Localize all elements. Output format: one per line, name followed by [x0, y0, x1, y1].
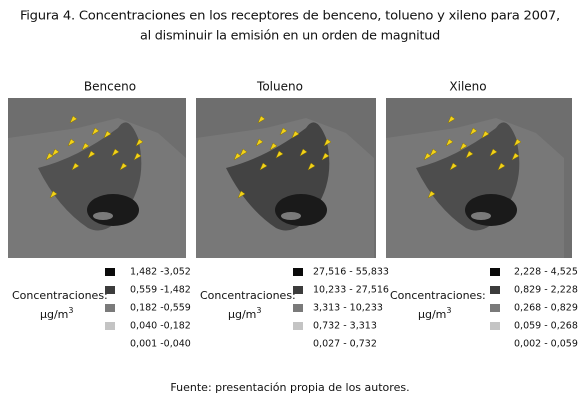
pin — [427, 190, 436, 199]
pin — [71, 162, 80, 171]
pin — [69, 115, 78, 124]
panel-title: Benceno — [84, 80, 136, 94]
pin — [133, 152, 142, 161]
panel-title: Xileno — [449, 80, 486, 94]
legend-swatch — [490, 286, 500, 294]
pin — [481, 130, 490, 139]
legend-swatch — [490, 304, 500, 312]
pin — [321, 152, 330, 161]
legend-range: 2,228 - 4,525 — [514, 267, 578, 278]
pin — [255, 138, 264, 147]
unit-exponent: 3 — [446, 306, 451, 315]
pin — [67, 138, 76, 147]
legend-range: 0,002 - 0,059 — [514, 339, 578, 350]
map — [196, 98, 376, 258]
lake-shine — [281, 212, 301, 220]
pin — [465, 150, 474, 159]
lake — [465, 194, 517, 226]
pin — [51, 148, 60, 157]
title-line: Figura 4. Concentraciones en los recepto… — [20, 8, 560, 23]
pin — [459, 142, 468, 151]
unit-exponent: 3 — [256, 306, 261, 315]
pin — [275, 150, 284, 159]
legend-swatch — [293, 268, 303, 276]
pin — [423, 152, 432, 161]
legend-swatch — [293, 286, 303, 294]
pin — [323, 138, 332, 147]
pin — [257, 115, 266, 124]
lake — [275, 194, 327, 226]
unit: µg/m3 — [228, 306, 262, 322]
pin — [449, 162, 458, 171]
pin — [279, 127, 288, 136]
legend-range: 0,182 -0,559 — [130, 303, 191, 314]
pin — [513, 138, 522, 147]
legend-range: 27,516 - 55,833 — [313, 267, 389, 278]
legend-range: 0,040 -0,182 — [130, 321, 191, 332]
pin — [429, 148, 438, 157]
legend-swatch — [105, 286, 115, 294]
pin — [469, 127, 478, 136]
legend-swatch — [490, 322, 500, 330]
pin — [91, 127, 100, 136]
legend-range: 0,001 -0,040 — [130, 339, 191, 350]
pin — [111, 148, 120, 157]
legend-range: 3,313 - 10,233 — [313, 303, 383, 314]
legend-swatch — [490, 268, 500, 276]
pin — [269, 142, 278, 151]
legend-range: 0,027 - 0,732 — [313, 339, 377, 350]
map — [8, 98, 186, 258]
lake — [87, 194, 139, 226]
pin — [103, 130, 112, 139]
legend-label: Concentraciones: — [390, 289, 486, 302]
title-line: al disminuir la emisión en un orden de m… — [140, 28, 440, 43]
legend-swatch — [293, 322, 303, 330]
unit-base: µg/m — [228, 308, 256, 321]
unit: µg/m3 — [40, 306, 74, 322]
pin — [447, 115, 456, 124]
unit: µg/m3 — [418, 306, 452, 322]
legend-label: Concentraciones: — [200, 289, 296, 302]
pin — [119, 162, 128, 171]
pin — [291, 130, 300, 139]
source: Fuente: presentación propia de los autor… — [170, 381, 409, 394]
pin — [259, 162, 268, 171]
pin — [511, 152, 520, 161]
map — [386, 98, 572, 258]
legend-swatch — [105, 268, 115, 276]
pin — [87, 150, 96, 159]
pin — [49, 190, 58, 199]
legend-swatch — [105, 304, 115, 312]
pin — [81, 142, 90, 151]
legend-range: 0,559 -1,482 — [130, 285, 191, 296]
unit-base: µg/m — [40, 308, 68, 321]
unit-base: µg/m — [418, 308, 446, 321]
legend-swatch — [105, 322, 115, 330]
lake-shine — [93, 212, 113, 220]
legend-swatch — [293, 304, 303, 312]
pin — [135, 138, 144, 147]
pin — [497, 162, 506, 171]
legend-range: 10,233 - 27,516 — [313, 285, 389, 296]
pin — [233, 152, 242, 161]
pin — [239, 148, 248, 157]
legend-range: 0,059 - 0,268 — [514, 321, 578, 332]
legend-range: 1,482 -3,052 — [130, 267, 191, 278]
pin — [489, 148, 498, 157]
panel-title: Tolueno — [256, 80, 303, 94]
pin — [45, 152, 54, 161]
legend-range: 0,732 - 3,313 — [313, 321, 377, 332]
unit-exponent: 3 — [68, 306, 73, 315]
legend-range: 0,268 - 0,829 — [514, 303, 578, 314]
pin — [445, 138, 454, 147]
legend-range: 0,829 - 2,228 — [514, 285, 578, 296]
lake-shine — [471, 212, 491, 220]
pin — [237, 190, 246, 199]
legend-label: Concentraciones: — [12, 289, 108, 302]
pin — [299, 148, 308, 157]
pin — [307, 162, 316, 171]
